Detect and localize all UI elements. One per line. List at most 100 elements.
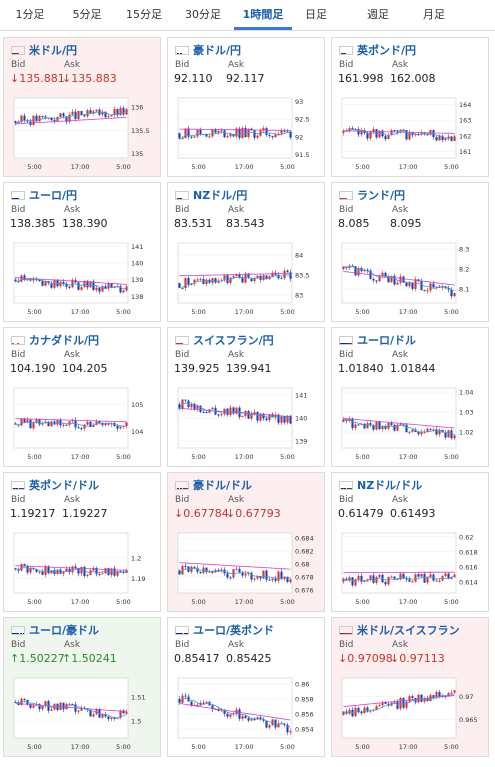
- candle: [196, 704, 199, 706]
- rate-card[interactable]: 米ドル/スイスフラン Bid Ask ↓0.97098 ↓0.97113 0.9…: [331, 617, 489, 757]
- candle: [59, 420, 62, 426]
- candle: [450, 577, 453, 579]
- mini-candle-chart[interactable]: 0.86 0.858 0.856 0.854 5:00 17:00 5:00: [174, 674, 318, 752]
- candle: [74, 111, 77, 119]
- tab-6[interactable]: 日足: [305, 8, 327, 21]
- pair-name[interactable]: NZドル/円: [193, 189, 248, 202]
- ask-label: Ask: [228, 205, 245, 215]
- ask-value: 0.85425: [226, 652, 272, 665]
- pair-name[interactable]: カナダドル/円: [29, 334, 100, 347]
- pair-name[interactable]: ユーロ/ドル: [357, 334, 417, 347]
- y-tick-label: 0.616: [459, 563, 478, 571]
- mini-candle-chart[interactable]: 1.04 1.03 1.02 5:00 17:00 5:00: [338, 384, 482, 462]
- candle: [220, 569, 223, 571]
- mini-candle-chart[interactable]: 164 163 162 161 5:00 17:00 5:00: [338, 94, 482, 172]
- candle: [250, 718, 253, 721]
- candle: [95, 421, 98, 425]
- candle: [420, 281, 423, 291]
- rate-card[interactable]: 英ポンド/円 Bid Ask 161.998 162.008 164 163 162…: [331, 37, 489, 177]
- pair-name[interactable]: 米ドル/スイスフラン: [357, 624, 460, 637]
- mini-candle-chart[interactable]: 0.684 0.682 0.68 0.678 0.676 5:00 17:00 5:00: [174, 529, 318, 607]
- rate-card[interactable]: NZドル/円 Bid Ask 83.531 83.543 84 83.5 83 5:0…: [167, 182, 325, 322]
- candle: [95, 287, 98, 290]
- candle: [50, 117, 53, 121]
- pair-name[interactable]: 米ドル/円: [29, 44, 78, 57]
- candle: [107, 283, 110, 289]
- tab-8[interactable]: 月足: [423, 8, 445, 21]
- candle: [107, 716, 110, 719]
- candle: [256, 135, 259, 138]
- ask-value: 138.390: [62, 217, 108, 230]
- candle: [125, 109, 128, 115]
- pair-name[interactable]: ユーロ/豪ドル: [29, 624, 100, 637]
- mini-candle-chart[interactable]: 93 92.5 92 91.5 5:00 17:00 5:00: [174, 94, 318, 172]
- candle: [241, 572, 244, 576]
- rate-card[interactable]: ユーロ/豪ドル Bid Ask ↑1.50227 ↑1.50241 1.51 1.…: [3, 617, 161, 757]
- tab-1[interactable]: 1分足: [15, 8, 45, 21]
- candle: [435, 691, 438, 698]
- candle: [438, 580, 441, 582]
- candle: [98, 573, 101, 575]
- rate-card[interactable]: カナダドル/円 Bid Ask 104.190 104.205 105 104 5:…: [3, 327, 161, 467]
- pair-name[interactable]: 豪ドル/円: [193, 44, 242, 57]
- pair-name[interactable]: 豪ドル/ドル: [193, 479, 253, 492]
- candle: [59, 113, 62, 117]
- ma-short-line: [343, 418, 455, 436]
- pair-name[interactable]: ユーロ/英ポンド: [193, 624, 275, 637]
- mini-candle-chart[interactable]: 1.2 1.19 5:00 17:00 5:00: [10, 529, 154, 607]
- candle: [429, 574, 432, 578]
- mini-candle-chart[interactable]: 141 140 139 5:00 17:00 5:00: [174, 384, 318, 462]
- ask-label: Ask: [392, 60, 409, 70]
- ma-short-line: [343, 693, 455, 714]
- tab-2[interactable]: 5分足: [72, 8, 102, 21]
- rate-card[interactable]: 豪ドル/円 Bid Ask 92.110 92.117 93 92.5 92 91.5…: [167, 37, 325, 177]
- mini-candle-chart[interactable]: 136 135.5 135 5:00 17:00 5:00: [10, 94, 154, 172]
- mini-candle-chart[interactable]: 0.62 0.618 0.616 0.614 5:00 17:00 5:00: [338, 529, 482, 607]
- mini-candle-chart[interactable]: 105 104 5:00 17:00 5:00: [10, 384, 154, 462]
- candle: [199, 129, 202, 135]
- mini-candle-chart[interactable]: 0.97 0.965 5:00 17:00 5:00: [338, 674, 482, 752]
- mini-candle-chart[interactable]: 1.51 1.5 5:00 17:00 5:00: [10, 674, 154, 752]
- candle: [405, 282, 408, 287]
- candle: [253, 578, 256, 580]
- tab-5[interactable]: 1時間足: [234, 0, 292, 30]
- candle: [116, 425, 119, 429]
- rate-card[interactable]: NZドル/ドル Bid Ask 0.61479 0.61493 0.62 0.61…: [331, 472, 489, 612]
- rate-card[interactable]: スイスフラン/円 Bid Ask 139.925 139.941 141 140 1…: [167, 327, 325, 467]
- rate-card[interactable]: ランド/円 Bid Ask 8.085 8.095 8.3 8.2 8.1 5:00 1…: [331, 182, 489, 322]
- pair-name[interactable]: スイスフラン/円: [193, 334, 274, 347]
- candle: [280, 571, 283, 579]
- ask-label: Ask: [64, 205, 81, 215]
- bid-label: Bid: [175, 350, 190, 360]
- rate-card[interactable]: 豪ドル/ドル Bid Ask ↓0.67784 ↓0.67793 0.684 0.…: [167, 472, 325, 612]
- x-tick-label: 5:00: [191, 163, 206, 171]
- pair-name[interactable]: NZドル/ドル: [357, 479, 423, 492]
- rate-card[interactable]: ユーロ/円 Bid Ask 138.385 138.390 141 140 139 1…: [3, 182, 161, 322]
- candle: [26, 566, 29, 573]
- rate-card[interactable]: 英ポンド/ドル Bid Ask 1.19217 1.19227 1.2 1.19 5…: [3, 472, 161, 612]
- x-tick-label: 5:00: [280, 453, 295, 461]
- tab-7[interactable]: 週足: [367, 8, 389, 21]
- mini-candle-chart[interactable]: 141 140 139 138 5:00 17:00 5:00: [10, 239, 154, 317]
- y-tick-label: 105: [131, 401, 143, 409]
- mini-candle-chart[interactable]: 8.3 8.2 8.1 5:00 17:00 5:00: [338, 239, 482, 317]
- pair-name[interactable]: ユーロ/円: [29, 189, 78, 202]
- rate-card[interactable]: ユーロ/ドル Bid Ask 1.01840 1.01844 1.04 1.03 1…: [331, 327, 489, 467]
- mini-candle-chart[interactable]: 84 83.5 83 5:00 17:00 5:00: [174, 239, 318, 317]
- candle: [125, 570, 128, 573]
- pair-name[interactable]: 英ポンド/ドル: [29, 479, 100, 492]
- candle: [399, 129, 402, 132]
- candle: [277, 723, 280, 728]
- tab-3[interactable]: 15分足: [126, 8, 162, 21]
- candle: [420, 694, 423, 702]
- tab-4[interactable]: 30分足: [185, 8, 221, 21]
- rate-card[interactable]: 米ドル/円 Bid Ask ↓135.881 ↓135.883 136 135.5…: [3, 37, 161, 177]
- bid-value: 161.998: [338, 72, 384, 85]
- pair-name[interactable]: ランド/円: [357, 189, 406, 202]
- y-tick-label: 1.5: [131, 718, 141, 726]
- pair-name[interactable]: 英ポンド/円: [357, 44, 417, 57]
- candle: [271, 135, 274, 138]
- candle: [229, 133, 232, 137]
- candle: [86, 575, 89, 577]
- rate-card[interactable]: ユーロ/英ポンド Bid Ask 0.85417 0.85425 0.86 0.8…: [167, 617, 325, 757]
